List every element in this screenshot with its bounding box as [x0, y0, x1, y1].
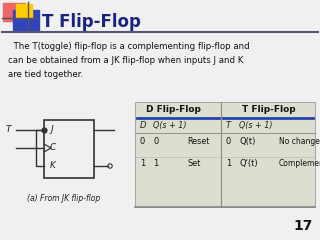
- Text: The T(toggle) flip-flop is a complementing flip-flop and
can be obtained from a : The T(toggle) flip-flop is a complementi…: [8, 42, 250, 79]
- Text: Set: Set: [187, 159, 200, 168]
- Bar: [3, 3, 25, 21]
- Text: 0: 0: [153, 137, 158, 146]
- Text: Q(s + 1): Q(s + 1): [153, 121, 187, 130]
- Text: Complement: Complement: [279, 159, 320, 168]
- Text: Q'(t): Q'(t): [239, 159, 258, 168]
- Text: K: K: [50, 162, 56, 170]
- Text: 0: 0: [226, 137, 231, 146]
- Text: Reset: Reset: [187, 137, 209, 146]
- Text: 1: 1: [140, 159, 145, 168]
- Text: C: C: [50, 144, 56, 152]
- Bar: [135, 102, 315, 207]
- Text: 1: 1: [153, 159, 158, 168]
- Text: D Flip-Flop: D Flip-Flop: [146, 105, 200, 114]
- Text: Q(s + 1): Q(s + 1): [239, 121, 273, 130]
- Text: T: T: [5, 126, 11, 134]
- Text: J: J: [50, 126, 52, 134]
- Text: (a) From JK flip-flop: (a) From JK flip-flop: [28, 194, 100, 203]
- Text: T Flip-Flop: T Flip-Flop: [242, 105, 296, 114]
- Text: 0: 0: [140, 137, 145, 146]
- Text: 1: 1: [226, 159, 231, 168]
- Text: 17: 17: [294, 219, 313, 233]
- Text: D: D: [140, 121, 147, 130]
- Bar: [13, 10, 39, 30]
- Text: T Flip-Flop: T Flip-Flop: [42, 13, 141, 31]
- Bar: [44, 120, 94, 178]
- Text: No change: No change: [279, 137, 320, 146]
- Text: Q(t): Q(t): [239, 137, 255, 146]
- Text: T: T: [226, 121, 231, 130]
- Bar: [16, 4, 32, 17]
